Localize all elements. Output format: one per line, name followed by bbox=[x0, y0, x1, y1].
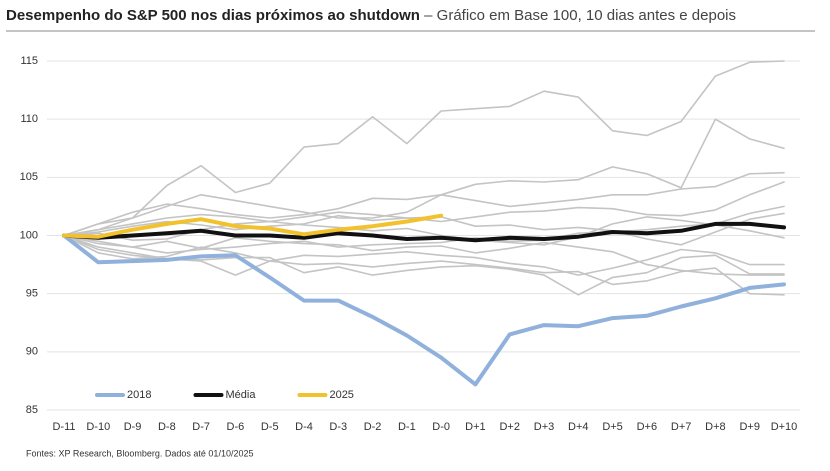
y-tick-label: 95 bbox=[26, 288, 38, 300]
series-line bbox=[62, 221, 786, 243]
series-line bbox=[62, 233, 786, 387]
x-tick-label: D+7 bbox=[671, 421, 692, 433]
x-tick-label: D+2 bbox=[499, 421, 520, 433]
y-tick-label: 100 bbox=[20, 229, 38, 241]
chart-title: Desempenho do S&P 500 nos dias próximos … bbox=[6, 7, 736, 24]
x-tick-label: D+8 bbox=[705, 421, 726, 433]
background-line bbox=[63, 216, 785, 246]
x-tick-label: D-7 bbox=[192, 421, 210, 433]
x-tick-label: D+4 bbox=[568, 421, 589, 433]
x-tick-label: D-3 bbox=[329, 421, 347, 433]
x-tick-label: D+1 bbox=[465, 421, 486, 433]
x-tick-label: D-6 bbox=[227, 421, 245, 433]
footnote: Fontes: XP Research, Bloomberg. Dados at… bbox=[26, 448, 253, 458]
x-tick-label: D+5 bbox=[602, 421, 623, 433]
background-line bbox=[63, 234, 785, 296]
background-line bbox=[63, 234, 785, 276]
legend-label: 2025 bbox=[329, 389, 353, 401]
title: Desempenho do S&P 500 nos dias próximos … bbox=[6, 7, 420, 24]
x-tick-label: D-5 bbox=[261, 421, 279, 433]
series-line bbox=[62, 213, 444, 239]
x-tick-label: D-0 bbox=[432, 421, 450, 433]
legend-label: 2018 bbox=[127, 389, 151, 401]
x-tick-label: D+3 bbox=[534, 421, 555, 433]
x-tick-label: D+9 bbox=[739, 421, 760, 433]
background-line bbox=[63, 60, 785, 237]
x-tick-label: D-9 bbox=[124, 421, 142, 433]
x-tick-label: D-2 bbox=[364, 421, 382, 433]
y-tick-label: 85 bbox=[26, 404, 38, 416]
y-tick-label: 110 bbox=[20, 113, 38, 125]
y-tick-label: 105 bbox=[20, 171, 38, 183]
background-line bbox=[63, 171, 785, 237]
x-tick-label: D-8 bbox=[158, 421, 176, 433]
legend-label: Média bbox=[225, 389, 256, 401]
y-tick-label: 115 bbox=[20, 55, 38, 67]
x-tick-label: D-4 bbox=[295, 421, 313, 433]
y-tick-label: 90 bbox=[26, 346, 38, 358]
x-tick-label: D-10 bbox=[86, 421, 110, 433]
x-tick-label: D-1 bbox=[398, 421, 416, 433]
background-line bbox=[63, 118, 785, 237]
x-tick-label: D+10 bbox=[771, 421, 798, 433]
subtitle: – Gráfico em Base 100, 10 dias antes e d… bbox=[420, 7, 736, 24]
x-tick-label: D-11 bbox=[52, 421, 75, 433]
x-tick-label: D+6 bbox=[637, 421, 658, 433]
